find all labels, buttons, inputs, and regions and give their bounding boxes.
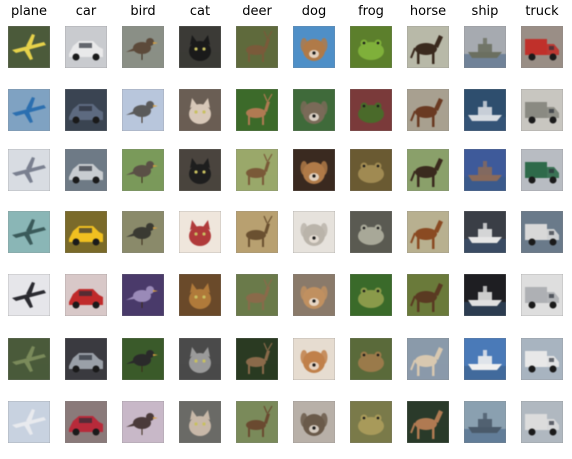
thumbnail-deer-standing — [236, 401, 278, 443]
thumbnail-yellow-airplane — [8, 26, 50, 68]
thumbnail-ostrich — [122, 338, 164, 380]
thumbnail-airliner-ground — [8, 401, 50, 443]
thumbnail-tipper-truck — [521, 338, 563, 380]
thumbnail-ship-sea — [464, 149, 506, 191]
thumbnail-chestnut-horse — [407, 211, 449, 253]
class-label-truck: truck — [525, 4, 559, 19]
thumbnail-docked-boat — [464, 211, 506, 253]
thumbnail-dark-car — [65, 338, 107, 380]
thumbnail-yellow-car — [65, 211, 107, 253]
thumbnail-white-horse — [407, 338, 449, 380]
thumbnail-tow-truck — [521, 211, 563, 253]
thumbnail-bird-grass — [122, 149, 164, 191]
thumbnail-frog-grass — [350, 274, 392, 316]
thumbnail-grey-ship — [464, 26, 506, 68]
thumbnail-small-plane-sky — [8, 211, 50, 253]
thumbnail-silver-car — [65, 149, 107, 191]
thumbnail-toad — [350, 149, 392, 191]
thumbnail-dog-sky-background — [293, 26, 335, 68]
thumbnail-cat-face — [179, 89, 221, 131]
class-label-dog: dog — [301, 4, 327, 19]
thumbnail-horse-dark-bg — [407, 401, 449, 443]
class-label-car: car — [75, 4, 97, 19]
thumbnail-green-frog — [350, 26, 392, 68]
thumbnail-jet-landing — [8, 149, 50, 191]
thumbnail-cement-truck — [521, 401, 563, 443]
thumbnail-orange-cat — [179, 274, 221, 316]
thumbnail-white-truck — [521, 274, 563, 316]
thumbnail-white-car — [65, 26, 107, 68]
thumbnail-horse-rider — [407, 149, 449, 191]
thumbnail-white-dog — [293, 211, 335, 253]
class-label-plane: plane — [10, 4, 48, 19]
thumbnail-grey-frog — [350, 211, 392, 253]
thumbnail-pug — [293, 401, 335, 443]
thumbnail-grey-cat — [179, 338, 221, 380]
thumbnail-deer-dark — [236, 338, 278, 380]
thumbnail-bird-perched — [122, 211, 164, 253]
thumbnail-white-boat — [464, 89, 506, 131]
thumbnail-warship — [464, 401, 506, 443]
thumbnail-red-frog — [350, 89, 392, 131]
class-label-deer: deer — [242, 4, 272, 19]
thumbnail-black-white-cat — [179, 149, 221, 191]
thumbnail-red-fire-truck — [521, 26, 563, 68]
thumbnail-dump-truck — [521, 89, 563, 131]
class-label-cat: cat — [189, 4, 211, 19]
class-label-horse: horse — [409, 4, 447, 19]
thumbnail-dog-closeup — [293, 149, 335, 191]
thumbnail-cat-poster — [179, 211, 221, 253]
thumbnail-brown-toad — [350, 338, 392, 380]
thumbnail-bird-on-branch — [122, 26, 164, 68]
thumbnail-fawn — [236, 89, 278, 131]
thumbnail-green-truck — [521, 149, 563, 191]
thumbnail-brown-horse — [407, 89, 449, 131]
thumbnail-cruise-ship — [464, 338, 506, 380]
thumbnail-akita — [293, 338, 335, 380]
thumbnail-speedboat — [464, 274, 506, 316]
thumbnail-grey-car — [65, 89, 107, 131]
thumbnail-deer-brush — [236, 274, 278, 316]
thumbnail-dark-horse — [407, 26, 449, 68]
thumbnail-tabby-cat — [179, 401, 221, 443]
thumbnail-red-car — [65, 401, 107, 443]
thumbnail-red-sports-car — [65, 274, 107, 316]
thumbnail-dog-green — [293, 89, 335, 131]
class-label-bird: bird — [130, 4, 156, 19]
class-label-frog: frog — [358, 4, 384, 19]
thumbnail-deer-tan — [236, 211, 278, 253]
thumbnail-cassowary — [122, 401, 164, 443]
thumbnail-purple-bird — [122, 274, 164, 316]
thumbnail-horse-field — [407, 274, 449, 316]
thumbnail-blue-airliner — [8, 89, 50, 131]
class-label-ship: ship — [471, 4, 499, 19]
thumbnail-bird-snow — [122, 89, 164, 131]
thumbnail-dark-cat — [179, 26, 221, 68]
thumbnail-beagle — [293, 274, 335, 316]
thumbnail-stag — [236, 149, 278, 191]
thumbnail-dark-jet — [8, 274, 50, 316]
thumbnail-deer-in-forest — [236, 26, 278, 68]
thumbnail-camouflage-frog — [350, 401, 392, 443]
thumbnail-camo-plane — [8, 338, 50, 380]
